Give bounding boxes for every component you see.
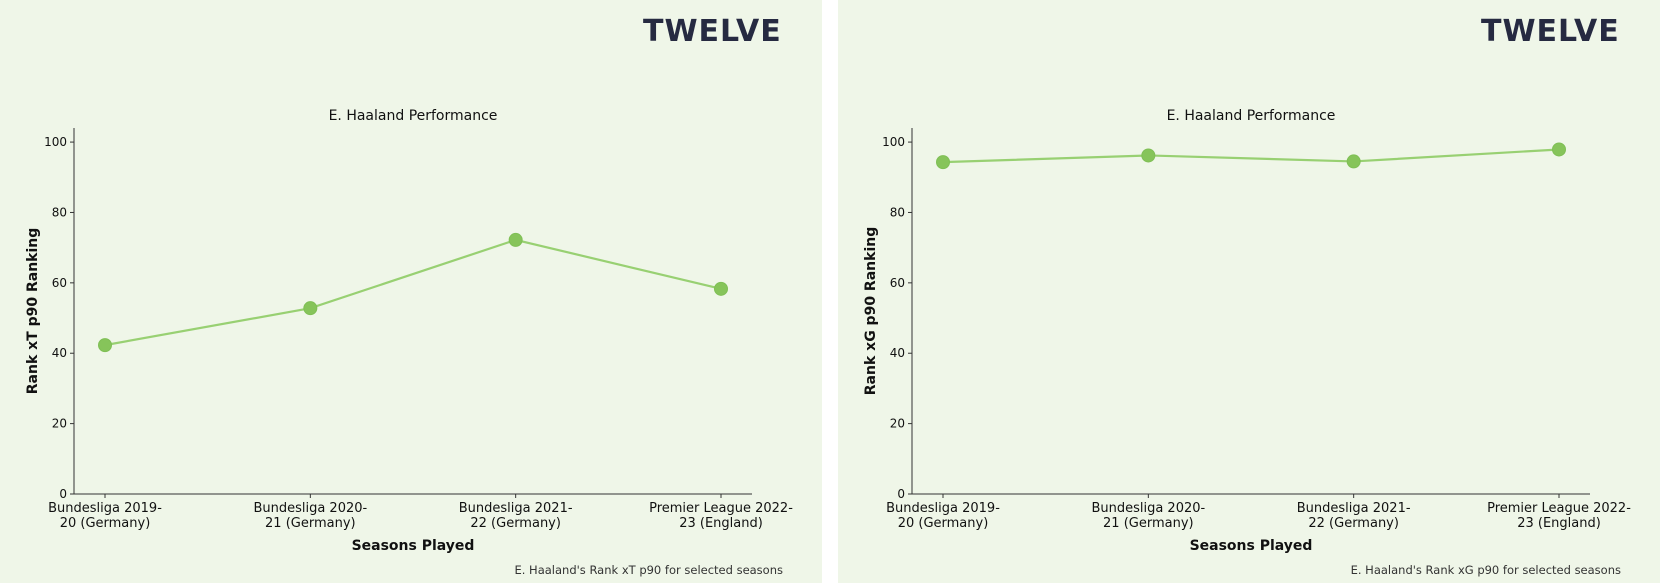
- y-tick-label: 0: [59, 487, 67, 501]
- data-point: [936, 155, 950, 170]
- chart-title: E. Haaland Performance: [1167, 108, 1336, 124]
- twelve-logo: TWELVE: [1481, 14, 1620, 49]
- data-point: [303, 301, 318, 316]
- line-chart-xg: E. Haaland Performance 0 20 40 60 80 100 Bundes…: [863, 108, 1631, 577]
- chart-title: E. Haaland Performance: [329, 108, 498, 124]
- x-tick-label: Bundesliga 2021-22 (Germany): [1297, 501, 1411, 531]
- y-tick-label: 40: [52, 346, 67, 360]
- line-chart-xt: E. Haaland Performance 0 20 40 60 80 100 Bundes…: [25, 108, 793, 577]
- y-tick-label: 80: [890, 205, 905, 219]
- y-tick-label: 60: [52, 276, 67, 290]
- y-axis-label: Rank xG p90 Ranking: [863, 227, 879, 395]
- chart-panel-right: TWELVE E. Haaland Performance 0 20 40 60 80 10…: [838, 0, 1660, 583]
- chart-panel-left: TWELVE E. Haaland Performance 0 20 40 60 80 10…: [0, 0, 822, 583]
- x-tick-label: Bundesliga 2020-21 (Germany): [253, 501, 367, 531]
- x-tick-label: Bundesliga 2019-20 (Germany): [48, 501, 162, 531]
- x-axis-label: Seasons Played: [1190, 538, 1313, 554]
- y-axis-label: Rank xT p90 Ranking: [25, 228, 41, 395]
- y-tick-label: 20: [890, 417, 905, 431]
- chart-caption: E. Haaland's Rank xT p90 for selected se…: [514, 563, 783, 577]
- data-point: [714, 281, 728, 296]
- data-point: [508, 232, 523, 247]
- y-tick-label: 100: [44, 135, 67, 149]
- x-tick-label: Bundesliga 2021-22 (Germany): [459, 501, 573, 531]
- x-tick-label: Bundesliga 2019-20 (Germany): [886, 501, 1000, 531]
- twelve-logo: TWELVE: [643, 14, 782, 49]
- y-tick-label: 20: [52, 417, 67, 431]
- chart-caption: E. Haaland's Rank xG p90 for selected se…: [1351, 563, 1621, 577]
- x-axis-label: Seasons Played: [352, 538, 475, 554]
- x-tick-label: Premier League 2022-23 (England): [1487, 501, 1631, 531]
- data-point: [98, 338, 112, 353]
- data-point: [1346, 154, 1361, 169]
- series-line: [942, 148, 1560, 164]
- y-tick-label: 60: [890, 276, 905, 290]
- series-line: [104, 238, 722, 347]
- data-point: [1141, 148, 1156, 163]
- y-tick-label: 80: [52, 205, 67, 219]
- y-tick-label: 40: [890, 346, 905, 360]
- x-tick-label: Premier League 2022-23 (England): [649, 501, 793, 531]
- x-tick-label: Bundesliga 2020-21 (Germany): [1091, 501, 1205, 531]
- y-tick-label: 0: [897, 487, 905, 501]
- y-tick-label: 100: [882, 135, 905, 149]
- data-point: [1552, 142, 1566, 157]
